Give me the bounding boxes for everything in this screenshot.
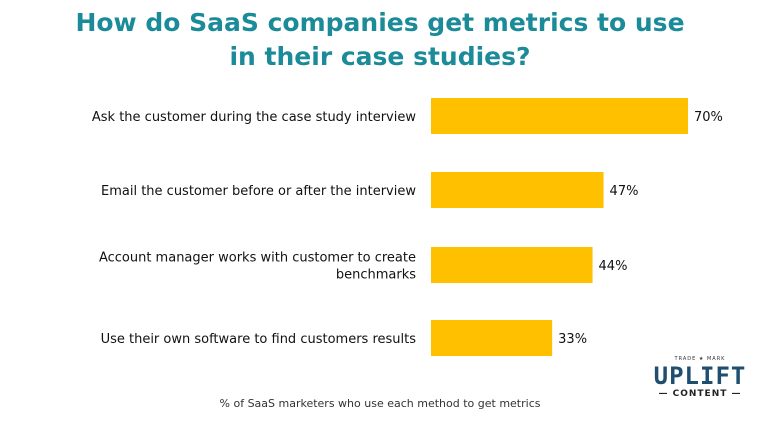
data-label: 33% — [558, 332, 587, 347]
bar — [431, 172, 604, 208]
data-label: 70% — [694, 110, 723, 125]
x-axis-label: % of SaaS marketers who use each method … — [219, 397, 541, 410]
data-label: 47% — [610, 184, 639, 199]
category-label: Ask the customer during the case study i… — [92, 110, 416, 125]
bar — [431, 247, 593, 283]
category-label: Use their own software to find customers… — [101, 332, 417, 347]
data-label: 44% — [599, 259, 628, 274]
title-line: in their case studies? — [229, 42, 531, 71]
category-label: Email the customer before or after the i… — [101, 184, 416, 199]
logo-sub: — CONTENT — — [658, 389, 742, 399]
bar — [431, 320, 553, 356]
title-line: How do SaaS companies get metrics to use — [75, 8, 685, 37]
logo-name: UPLIFT — [653, 362, 747, 390]
category-label: benchmarks — [336, 268, 416, 283]
logo-trademark: TRADE ★ MARK — [674, 356, 726, 362]
uplift-content-logo: TRADE ★ MARK UPLIFT — CONTENT — — [650, 356, 750, 400]
bar — [431, 98, 688, 134]
category-label: Account manager works with customer to c… — [99, 251, 416, 266]
chart-title: How do SaaS companies get metrics to use… — [0, 6, 760, 74]
